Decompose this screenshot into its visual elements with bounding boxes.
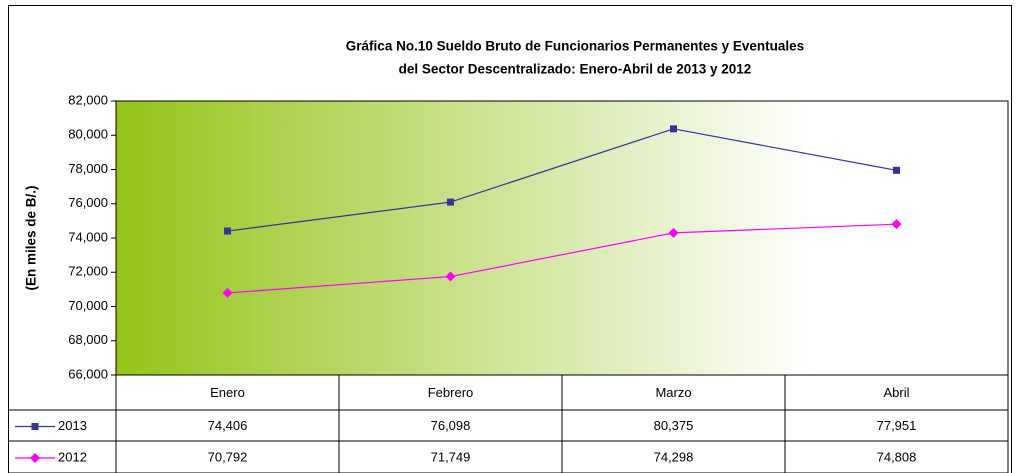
y-tick-label: 78,000 [68,161,108,176]
series-line [227,223,897,294]
marker [30,453,40,463]
y-tick-label: 76,000 [68,195,108,210]
table-value: 76,098 [431,418,471,433]
table-value: 77,951 [877,418,917,433]
plot-area [115,100,1009,376]
marker [31,423,39,430]
x-tick-label: Febrero [428,385,474,400]
chart-title: Gráfica No.10 Sueldo Bruto de Funcionari… [346,39,804,54]
marker [893,166,900,174]
marker [670,125,677,133]
y-tick-label: 68,000 [68,332,108,347]
x-tick-label: Abril [883,385,909,400]
marker [447,198,454,206]
y-tick-label: 66,000 [68,366,108,381]
x-tick-label: Enero [210,385,245,400]
legend-label: 2012 [58,449,87,464]
x-tick-label: Marzo [655,385,691,400]
marker [445,271,456,282]
marker [222,287,233,298]
y-tick-label: 82,000 [68,92,108,107]
y-tick-label: 80,000 [68,127,108,142]
marker [668,227,679,238]
series-line [227,128,897,232]
y-tick-label: 72,000 [68,264,108,279]
table-value: 71,749 [431,449,471,464]
table-value: 80,375 [654,418,694,433]
table-value: 70,792 [208,449,248,464]
legend-label: 2013 [58,418,87,433]
table-value: 74,808 [877,449,917,464]
table-value: 74,298 [654,449,694,464]
marker [224,227,231,235]
marker [891,219,902,230]
table-value: 74,406 [208,418,248,433]
y-axis-label: (En miles de B/.) [24,185,39,290]
y-tick-label: 74,000 [68,229,108,244]
y-tick-label: 70,000 [68,298,108,313]
chart-title: del Sector Descentralizado: Enero-Abril … [399,62,752,77]
